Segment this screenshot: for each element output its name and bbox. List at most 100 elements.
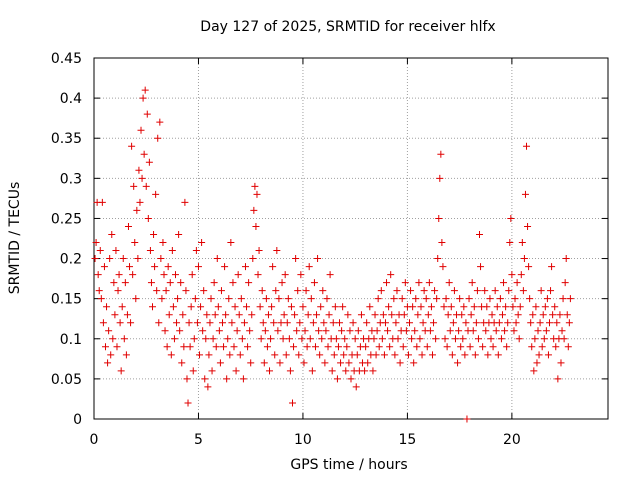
data-point (208, 367, 216, 375)
data-point (396, 359, 404, 367)
data-point (272, 287, 280, 295)
data-point (293, 327, 301, 335)
data-point (549, 311, 557, 319)
data-point (434, 255, 442, 263)
data-point (455, 327, 463, 335)
data-point (426, 327, 434, 335)
data-point (198, 239, 206, 247)
data-point (259, 319, 267, 327)
data-point (221, 263, 229, 271)
data-point (435, 214, 443, 222)
data-point (513, 279, 521, 287)
data-points (91, 86, 574, 423)
x-tick-label: 15 (399, 432, 417, 448)
data-point (108, 230, 116, 238)
data-point (412, 295, 420, 303)
data-point (222, 311, 230, 319)
data-point (166, 279, 174, 287)
data-point (531, 335, 539, 343)
data-point (99, 319, 107, 327)
data-point (402, 327, 410, 335)
data-point (425, 279, 433, 287)
data-point (530, 367, 538, 375)
data-point (191, 295, 199, 303)
data-point (310, 279, 318, 287)
data-point (217, 287, 225, 295)
data-point (228, 319, 236, 327)
y-tick-label: 0.35 (51, 131, 82, 147)
data-point (566, 295, 574, 303)
data-point (130, 182, 138, 190)
data-point (384, 327, 392, 335)
data-point (161, 327, 169, 335)
data-point (311, 343, 319, 351)
data-point (178, 359, 186, 367)
data-point (510, 327, 518, 335)
y-axis-label: SRMTID / TECUs (7, 182, 23, 295)
data-point (154, 134, 162, 142)
data-point (175, 230, 183, 238)
data-point (278, 279, 286, 287)
data-point (133, 206, 141, 214)
data-point (255, 247, 263, 255)
data-point (407, 287, 415, 295)
data-point (309, 319, 317, 327)
data-point (344, 311, 352, 319)
data-point (292, 255, 300, 263)
y-tick-label: 0.2 (60, 252, 82, 268)
data-point (532, 303, 540, 311)
data-point (260, 359, 268, 367)
data-point (543, 295, 551, 303)
data-point (366, 303, 374, 311)
data-point (394, 335, 402, 343)
data-point (529, 311, 537, 319)
data-point (338, 327, 346, 335)
data-point (541, 303, 549, 311)
x-tick-label: 0 (90, 432, 99, 448)
data-point (545, 319, 553, 327)
data-point (467, 311, 475, 319)
data-point (399, 343, 407, 351)
data-point (157, 255, 165, 263)
data-point (216, 359, 224, 367)
data-point (124, 222, 132, 230)
data-point (413, 343, 421, 351)
data-point (404, 351, 412, 359)
data-point (229, 279, 237, 287)
data-point (484, 351, 492, 359)
data-point (371, 311, 379, 319)
data-point (349, 319, 357, 327)
data-point (486, 295, 494, 303)
data-point (248, 311, 256, 319)
data-point (239, 375, 247, 383)
data-point (364, 359, 372, 367)
data-point (235, 311, 243, 319)
data-point (481, 287, 489, 295)
data-point (295, 351, 303, 359)
y-tick-label: 0.3 (60, 171, 82, 187)
data-point (202, 335, 210, 343)
grid (94, 58, 608, 419)
data-point (442, 295, 450, 303)
data-point (430, 319, 438, 327)
data-point (170, 335, 178, 343)
data-point (482, 327, 490, 335)
data-point (449, 319, 457, 327)
data-point (502, 303, 510, 311)
data-point (354, 327, 362, 335)
data-point (445, 279, 453, 287)
data-point (419, 319, 427, 327)
data-point (489, 343, 497, 351)
data-point (557, 359, 565, 367)
data-point (520, 255, 528, 263)
data-point (561, 279, 569, 287)
data-point (535, 351, 543, 359)
data-point (511, 295, 519, 303)
data-point (342, 367, 350, 375)
data-point (392, 319, 400, 327)
data-point (227, 239, 235, 247)
data-point (249, 255, 257, 263)
data-point (462, 319, 470, 327)
data-point (156, 118, 164, 126)
data-point (352, 383, 360, 391)
